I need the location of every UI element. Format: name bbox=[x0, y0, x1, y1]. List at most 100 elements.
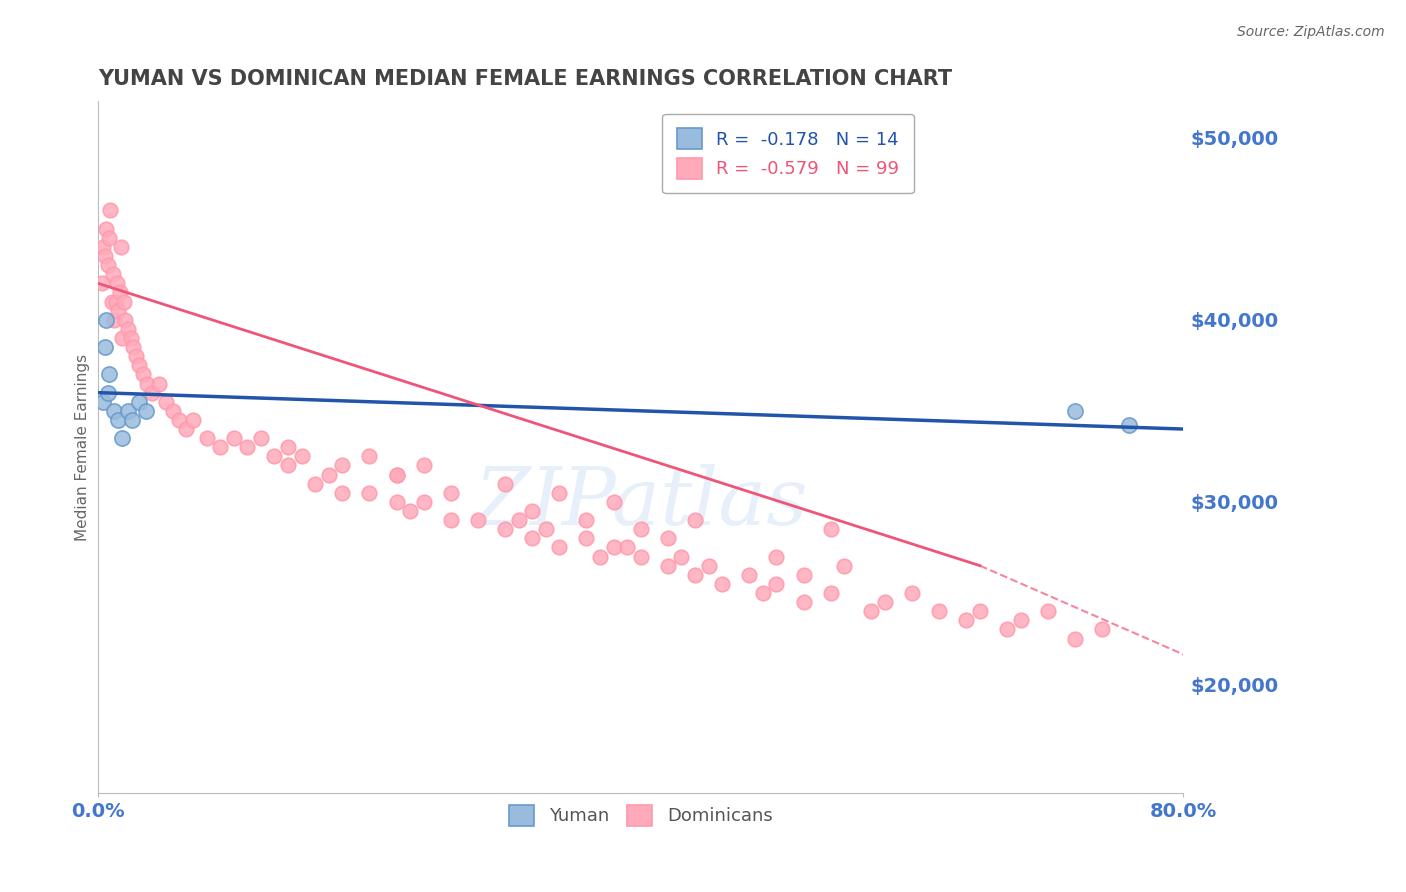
Point bbox=[697, 558, 720, 573]
Point bbox=[101, 267, 124, 281]
Point bbox=[683, 567, 706, 582]
Text: YUMAN VS DOMINICAN MEDIAN FEMALE EARNINGS CORRELATION CHART: YUMAN VS DOMINICAN MEDIAN FEMALE EARNING… bbox=[98, 69, 952, 88]
Point bbox=[181, 413, 204, 427]
Point bbox=[277, 440, 299, 454]
Point bbox=[121, 413, 143, 427]
Point bbox=[683, 513, 706, 527]
Point bbox=[290, 450, 312, 464]
Point bbox=[330, 485, 353, 500]
Point bbox=[93, 394, 115, 409]
Point bbox=[589, 549, 612, 564]
Point bbox=[385, 495, 408, 509]
Point bbox=[111, 431, 134, 445]
Point bbox=[222, 431, 245, 445]
Legend: Yuman, Dominicans: Yuman, Dominicans bbox=[502, 797, 780, 833]
Point bbox=[657, 558, 679, 573]
Point bbox=[98, 203, 121, 218]
Point bbox=[132, 368, 155, 382]
Point bbox=[91, 277, 114, 291]
Point bbox=[112, 294, 135, 309]
Point bbox=[155, 394, 177, 409]
Point bbox=[120, 331, 142, 345]
Point bbox=[793, 595, 815, 609]
Point bbox=[114, 312, 136, 326]
Point bbox=[359, 450, 381, 464]
Point bbox=[162, 404, 184, 418]
Point bbox=[174, 422, 197, 436]
Point bbox=[1064, 632, 1087, 646]
Point bbox=[125, 349, 148, 363]
Point bbox=[873, 595, 896, 609]
Point bbox=[250, 431, 273, 445]
Point bbox=[995, 623, 1018, 637]
Point bbox=[765, 549, 787, 564]
Point bbox=[901, 586, 924, 600]
Point bbox=[97, 231, 120, 245]
Point bbox=[104, 294, 127, 309]
Point bbox=[440, 485, 463, 500]
Point bbox=[94, 249, 117, 263]
Point bbox=[820, 586, 842, 600]
Point bbox=[1064, 404, 1087, 418]
Point bbox=[412, 458, 434, 473]
Point bbox=[616, 541, 638, 555]
Point bbox=[1036, 604, 1059, 618]
Point bbox=[93, 240, 115, 254]
Point bbox=[955, 613, 977, 627]
Point bbox=[103, 404, 125, 418]
Point bbox=[97, 368, 120, 382]
Point bbox=[128, 359, 150, 373]
Point bbox=[263, 450, 285, 464]
Point bbox=[148, 376, 170, 391]
Point bbox=[122, 340, 145, 354]
Point bbox=[1010, 613, 1032, 627]
Point bbox=[494, 522, 516, 536]
Point bbox=[110, 240, 132, 254]
Point bbox=[141, 385, 163, 400]
Point bbox=[467, 513, 489, 527]
Point bbox=[793, 567, 815, 582]
Point bbox=[105, 277, 128, 291]
Point bbox=[318, 467, 340, 482]
Point bbox=[304, 476, 326, 491]
Point bbox=[522, 532, 544, 546]
Point bbox=[117, 322, 139, 336]
Point bbox=[630, 522, 652, 536]
Point bbox=[1118, 418, 1140, 433]
Point bbox=[96, 221, 118, 235]
Point bbox=[385, 467, 408, 482]
Text: ZIPatlas: ZIPatlas bbox=[474, 464, 807, 541]
Point bbox=[236, 440, 259, 454]
Point bbox=[534, 522, 557, 536]
Point bbox=[135, 376, 157, 391]
Point bbox=[928, 604, 950, 618]
Point bbox=[602, 495, 624, 509]
Point bbox=[195, 431, 218, 445]
Point bbox=[548, 485, 571, 500]
Point bbox=[100, 294, 122, 309]
Point bbox=[522, 504, 544, 518]
Point bbox=[103, 312, 125, 326]
Point bbox=[128, 394, 150, 409]
Point bbox=[385, 467, 408, 482]
Point bbox=[135, 404, 157, 418]
Point bbox=[1091, 623, 1114, 637]
Point bbox=[602, 541, 624, 555]
Point bbox=[209, 440, 232, 454]
Point bbox=[860, 604, 883, 618]
Point bbox=[359, 485, 381, 500]
Point bbox=[399, 504, 422, 518]
Point bbox=[738, 567, 761, 582]
Point bbox=[575, 532, 598, 546]
Point bbox=[96, 385, 118, 400]
Point bbox=[94, 340, 117, 354]
Point bbox=[508, 513, 530, 527]
Point bbox=[671, 549, 693, 564]
Point bbox=[412, 495, 434, 509]
Point bbox=[107, 413, 129, 427]
Point bbox=[117, 404, 139, 418]
Text: Source: ZipAtlas.com: Source: ZipAtlas.com bbox=[1237, 25, 1385, 39]
Point bbox=[969, 604, 991, 618]
Point bbox=[765, 577, 787, 591]
Point bbox=[330, 458, 353, 473]
